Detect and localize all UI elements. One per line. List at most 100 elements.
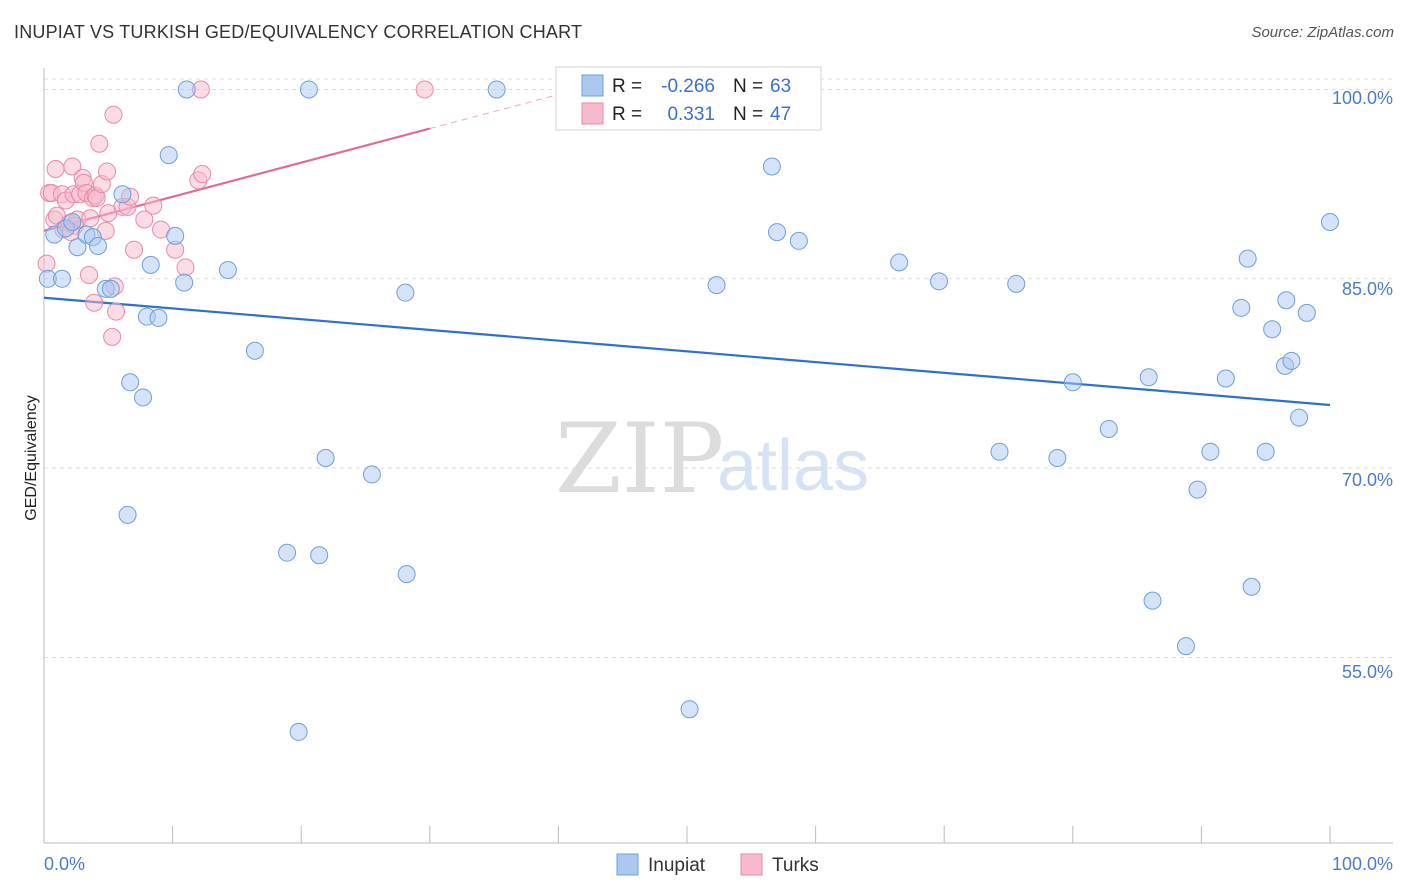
point-inupiat-23 <box>245 341 264 360</box>
point-inupiat-36 <box>762 157 781 176</box>
y-tick-label-100: 100.0% <box>1332 88 1393 108</box>
point-inupiat-10 <box>101 279 120 298</box>
data-points <box>37 80 1339 741</box>
point-inupiat-11 <box>113 185 132 204</box>
point-inupiat-29 <box>362 465 381 484</box>
point-inupiat-47 <box>1143 591 1162 610</box>
point-turks-10 <box>63 157 82 176</box>
point-inupiat-22 <box>218 260 237 279</box>
point-inupiat-54 <box>1242 577 1261 596</box>
point-turks-32 <box>107 302 126 321</box>
point-turks-24 <box>90 134 109 153</box>
legend-swatch-turks <box>581 102 604 125</box>
point-inupiat-4 <box>63 212 82 231</box>
point-inupiat-5 <box>68 238 87 257</box>
point-inupiat-49 <box>1188 480 1207 499</box>
chart-title: INUPIAT VS TURKISH GED/EQUIVALENCY CORRE… <box>14 22 583 42</box>
point-inupiat-46 <box>1139 368 1158 387</box>
point-inupiat-31 <box>396 283 415 302</box>
point-turks-30 <box>103 327 122 346</box>
point-inupiat-56 <box>1263 320 1282 339</box>
legend-r-value-inupiat: -0.266 <box>661 76 715 97</box>
point-turks-35 <box>125 240 144 259</box>
legend-n-value-inupiat: 63 <box>770 76 791 97</box>
point-turks-0 <box>37 254 56 273</box>
point-inupiat-14 <box>134 388 153 407</box>
point-inupiat-24 <box>278 543 297 562</box>
y-tick-label-55: 55.0% <box>1342 662 1393 682</box>
series-legend: Inupiat Turks <box>616 853 819 876</box>
point-inupiat-41 <box>990 442 1009 461</box>
bottom-legend-swatch-inupiat <box>616 853 639 876</box>
legend-swatch-inupiat <box>581 74 604 97</box>
legend-r-label-inupiat: R = <box>612 76 642 97</box>
point-inupiat-38 <box>789 231 808 250</box>
point-inupiat-35 <box>707 276 726 295</box>
point-inupiat-28 <box>316 449 335 468</box>
point-turks-27 <box>98 162 117 181</box>
gridlines <box>44 78 1393 658</box>
point-inupiat-48 <box>1176 637 1195 656</box>
point-inupiat-21 <box>177 80 196 99</box>
point-inupiat-55 <box>1256 442 1275 461</box>
point-turks-21 <box>85 293 104 312</box>
point-inupiat-17 <box>149 308 168 327</box>
y-tick-label-70: 70.0% <box>1342 470 1393 490</box>
point-inupiat-61 <box>1297 303 1316 322</box>
point-turks-37 <box>144 196 163 215</box>
point-inupiat-27 <box>310 546 329 565</box>
point-inupiat-51 <box>1216 369 1235 388</box>
point-inupiat-12 <box>118 505 137 524</box>
point-inupiat-62 <box>1321 212 1339 231</box>
bottom-legend-swatch-turks <box>740 853 763 876</box>
x-tick-label-100: 100.0% <box>1332 854 1393 874</box>
point-inupiat-42 <box>1007 274 1026 293</box>
point-inupiat-34 <box>680 700 699 719</box>
point-inupiat-60 <box>1290 408 1309 427</box>
point-inupiat-19 <box>166 226 185 245</box>
point-inupiat-25 <box>289 722 308 741</box>
bottom-legend-label-turks: Turks <box>772 855 819 876</box>
watermark-atlas: atlas <box>717 426 869 506</box>
y-tick-label-85: 85.0% <box>1342 279 1393 299</box>
trendline-inupiat <box>43 296 1331 407</box>
source-label: Source: ZipAtlas.com <box>1251 24 1394 41</box>
point-inupiat-2 <box>53 269 72 288</box>
trendlines <box>43 87 1331 407</box>
legend-n-label-turks: N = <box>733 104 763 125</box>
point-inupiat-50 <box>1201 442 1220 461</box>
bottom-legend-label-inupiat: Inupiat <box>648 855 706 876</box>
point-inupiat-59 <box>1282 351 1301 370</box>
point-turks-4 <box>46 159 65 178</box>
point-inupiat-58 <box>1277 291 1296 310</box>
point-turks-19 <box>81 209 100 228</box>
point-inupiat-45 <box>1099 419 1118 438</box>
y-axis-title: GED/Equivalency <box>23 395 40 520</box>
x-tick-label-0: 0.0% <box>44 854 85 874</box>
legend-n-label-inupiat: N = <box>733 76 763 97</box>
point-inupiat-16 <box>141 255 160 274</box>
point-inupiat-8 <box>89 236 108 255</box>
point-inupiat-43 <box>1048 449 1067 468</box>
point-turks-43 <box>415 80 434 99</box>
point-inupiat-53 <box>1238 249 1257 268</box>
point-inupiat-26 <box>299 80 318 99</box>
point-turks-40 <box>176 258 195 277</box>
point-inupiat-20 <box>175 273 194 292</box>
point-turks-18 <box>80 266 99 285</box>
legend-r-label-turks: R = <box>612 104 642 125</box>
watermark-zip: ZIP <box>555 403 724 515</box>
point-turks-36 <box>135 210 154 229</box>
legend-n-value-turks: 47 <box>770 104 791 125</box>
stats-legend: R = -0.266 N = 63 R = 0.331 N = 47 <box>555 66 822 131</box>
point-turks-31 <box>104 105 123 124</box>
point-inupiat-44 <box>1063 373 1082 392</box>
point-inupiat-52 <box>1232 298 1251 317</box>
legend-r-value-turks: 0.331 <box>667 104 715 125</box>
point-inupiat-13 <box>121 373 140 392</box>
point-inupiat-30 <box>397 565 416 584</box>
point-inupiat-18 <box>159 146 178 165</box>
point-inupiat-32 <box>487 80 506 99</box>
point-inupiat-40 <box>930 272 949 291</box>
